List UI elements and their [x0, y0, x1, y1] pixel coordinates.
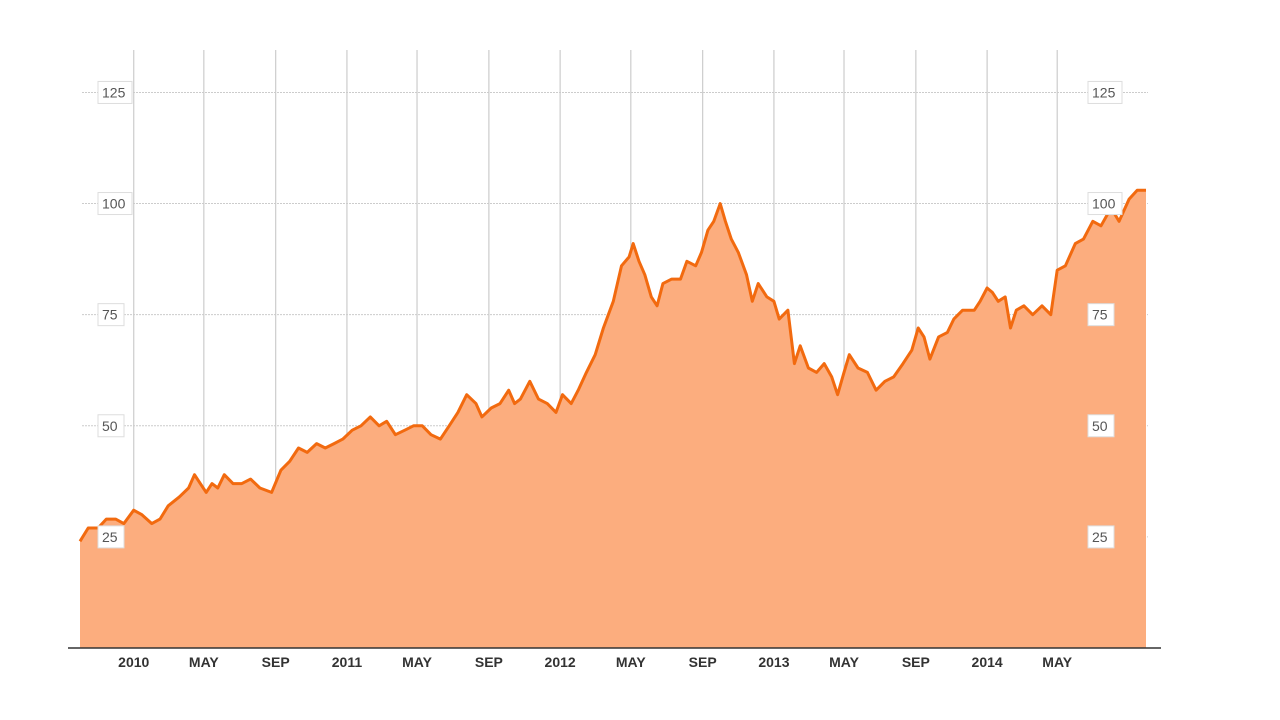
x-tick-label: MAY	[189, 654, 219, 670]
x-tick-label: SEP	[902, 654, 930, 670]
y-tick-label-box-left	[97, 525, 125, 549]
y-tick-label-box-left	[97, 192, 133, 216]
y-tick-label-box-right	[1087, 414, 1115, 438]
y-tick-label-box-right	[1087, 303, 1115, 327]
y-tick-label-right: 25	[1092, 529, 1108, 545]
y-tick-label-box-right	[1087, 525, 1115, 549]
y-tick-label-box-right	[1087, 80, 1123, 104]
series-area-fill	[80, 190, 1146, 648]
x-tick-label: 2013	[758, 654, 789, 670]
y-tick-label-left: 50	[102, 418, 118, 434]
x-tick-label: SEP	[689, 654, 717, 670]
x-tick-label: SEP	[475, 654, 503, 670]
x-tick-label: 2010	[118, 654, 149, 670]
x-tick-label: MAY	[829, 654, 859, 670]
y-tick-label-box-left	[97, 303, 125, 327]
y-tick-label-box-right	[1087, 192, 1123, 216]
y-tick-label-box-left	[97, 414, 125, 438]
y-tick-label-right: 125	[1092, 84, 1116, 100]
y-tick-label-left: 75	[102, 307, 118, 323]
y-tick-label-left: 100	[102, 196, 126, 212]
y-tick-label-right: 75	[1092, 307, 1108, 323]
x-tick-label: MAY	[616, 654, 646, 670]
x-tick-label: MAY	[402, 654, 432, 670]
x-tick-label: 2011	[332, 654, 363, 670]
x-axis-labels: 2010 MAY SEP 2011 MAY SEP 2012 MAY SEP 2013 MAY SEP…	[118, 654, 1073, 670]
x-tick-label: SEP	[262, 654, 290, 670]
x-tick-label: MAY	[1042, 654, 1072, 670]
y-tick-label-left: 25	[102, 529, 118, 545]
y-axis-right-labels: 25 50 75 100 125	[1087, 80, 1123, 549]
y-axis-left-labels: 25 50 75 100 125	[97, 80, 133, 549]
y-tick-label-right: 50	[1092, 418, 1108, 434]
y-tick-label-box-left	[97, 80, 133, 104]
y-tick-label-right: 100	[1092, 196, 1116, 212]
series-line	[78, 188, 1146, 543]
x-tick-label: 2012	[545, 654, 576, 670]
y-tick-label-left: 125	[102, 84, 126, 100]
x-tick-label: 2014	[972, 654, 1003, 670]
